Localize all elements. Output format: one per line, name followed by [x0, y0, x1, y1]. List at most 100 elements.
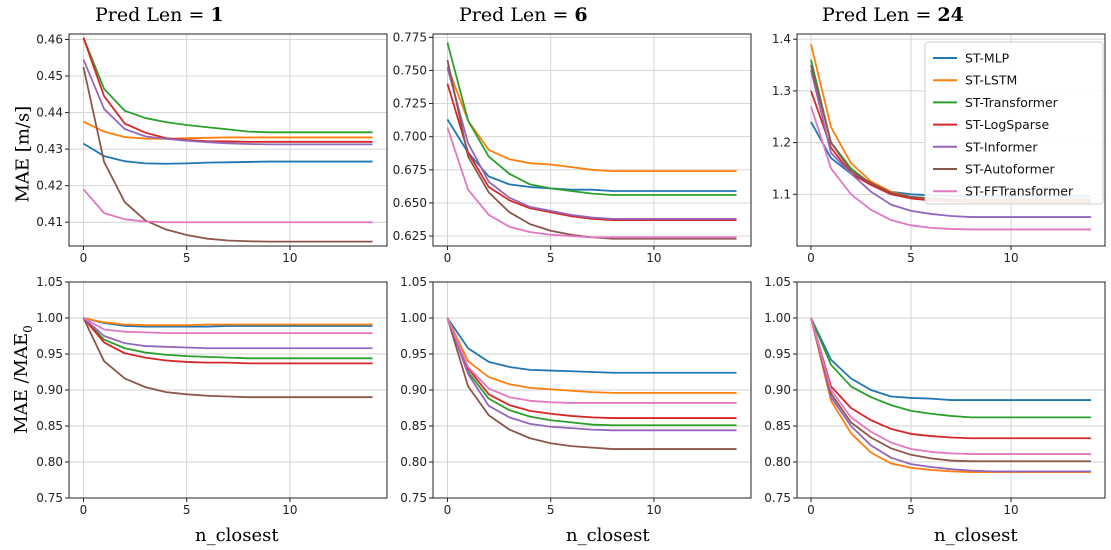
subplot-r0-c0: 0 5 10 0.41 0.42 0.43 0.44 0.45 0.46 — [36, 32, 388, 265]
y-tick-label: 0.85 — [764, 419, 791, 433]
y-tick-label: 0.44 — [36, 106, 63, 120]
column-title-pred-len-24: Pred Len = 24 — [822, 4, 964, 26]
series-line-st-autoformer — [82, 317, 373, 399]
y-tick-label: 0.675 — [393, 163, 427, 177]
series-line-st-informer — [810, 317, 1091, 473]
y-tick-label: 1.05 — [36, 275, 63, 289]
column-title-value: 6 — [574, 4, 588, 26]
series-line-st-lstm — [446, 317, 737, 394]
series-line-st-informer — [82, 317, 373, 350]
subplot-r1-c0: 0 5 10 0.75 0.80 0.85 0.90 0.95 1.00 1.05 — [36, 275, 388, 517]
series-line-st-informer — [82, 59, 373, 146]
series-line-st-mlp — [810, 317, 1091, 401]
series-line-st-autoformer — [82, 66, 373, 243]
y-tick-label: 0.775 — [393, 30, 427, 44]
y-tick-label: 0.95 — [400, 347, 427, 361]
column-title-pred-len-1: Pred Len = 1 — [95, 4, 224, 26]
subplot-r1-c2: 0 5 10 0.75 0.80 0.85 0.90 0.95 1.00 1.05 — [764, 275, 1106, 517]
y-tick-label: 1.05 — [400, 275, 427, 289]
legend-label: ST-Transformer — [965, 95, 1059, 110]
x-tick-label: 10 — [1003, 251, 1018, 265]
series-line-st-logsparse — [446, 317, 737, 419]
x-tick-label: 0 — [807, 251, 815, 265]
x-tick-label: 10 — [282, 503, 297, 517]
x-tick-label: 0 — [444, 503, 452, 517]
y-tick-label: 1.05 — [764, 275, 791, 289]
y-tick-label: 0.700 — [393, 130, 427, 144]
y-tick-label: 0.650 — [393, 196, 427, 210]
column-title-prefix: Pred Len = — [822, 4, 938, 26]
legend-label: ST-Autoformer — [965, 162, 1056, 177]
y-tick-label: 0.95 — [36, 347, 63, 361]
x-tick-label: 5 — [183, 251, 191, 265]
subplot-r1-c1: 0 5 10 0.75 0.80 0.85 0.90 0.95 1.00 1.05 — [400, 275, 752, 517]
y-tick-label: 0.95 — [764, 347, 791, 361]
series-line-st-transformer — [446, 317, 737, 427]
series-line-st-fftransformer — [446, 317, 737, 404]
y-tick-label: 1.4 — [772, 32, 791, 46]
x-tick-label: 10 — [646, 251, 661, 265]
y-tick-label: 0.43 — [36, 142, 63, 156]
legend-label: ST-MLP — [965, 51, 1010, 66]
y-tick-label: 0.90 — [764, 383, 791, 397]
y-tick-label: 0.80 — [36, 455, 63, 469]
y-tick-label: 0.46 — [36, 32, 63, 46]
legend: ST-MLP ST-LSTM ST-Transformer ST-LogSparse S… — [924, 41, 1104, 205]
series-line-st-lstm — [446, 66, 737, 173]
column-title-pred-len-6: Pred Len = 6 — [459, 4, 588, 26]
y-tick-label: 0.80 — [764, 455, 791, 469]
y-tick-label: 0.45 — [36, 69, 63, 83]
series-line-st-logsparse — [82, 317, 373, 365]
series-line-st-autoformer — [446, 317, 737, 450]
subplot-r0-c2: 0 5 10 1.1 1.2 1.3 1.4 ST-MLP ST-LSTM ST-Transfor… — [772, 32, 1106, 265]
series-line-st-lstm — [83, 120, 373, 140]
subplot-r0-c1: 0 5 10 0.625 0.650 0.675 0.700 0.725 0.750 0.775 — [393, 30, 752, 265]
y-tick-label: 0.90 — [36, 383, 63, 397]
y-tick-label: 0.75 — [764, 491, 791, 505]
series-line-st-fftransformer — [810, 317, 1091, 455]
x-tick-label: 5 — [547, 503, 555, 517]
series-line-st-mlp — [446, 317, 737, 374]
series-line-st-informer — [446, 67, 737, 220]
series-line-st-autoformer — [810, 317, 1091, 463]
x-tick-label: 5 — [547, 251, 555, 265]
series-line-st-fftransformer — [82, 188, 373, 224]
series-line-st-mlp — [82, 142, 373, 165]
column-title-prefix: Pred Len = — [459, 4, 575, 26]
y-tick-label: 0.75 — [36, 491, 63, 505]
x-tick-label: 0 — [80, 503, 88, 517]
y-tick-label: 0.85 — [400, 419, 427, 433]
series-line-st-transformer — [82, 37, 373, 134]
y-tick-label: 0.80 — [400, 455, 427, 469]
series-line-st-lstm — [83, 317, 373, 327]
column-title-value: 1 — [210, 4, 224, 26]
series-line-st-informer — [810, 69, 1091, 218]
x-tick-label: 10 — [282, 251, 297, 265]
column-title-value: 24 — [937, 4, 964, 26]
legend-label: ST-FFTransformer — [965, 184, 1074, 199]
y-tick-label: 1.1 — [772, 187, 791, 201]
series-line-st-logsparse — [810, 317, 1091, 440]
xlabel-col2: n_closest — [566, 525, 650, 546]
legend-label: ST-Informer — [965, 139, 1038, 154]
y-tick-label: 0.725 — [393, 97, 427, 111]
axes-frame — [796, 33, 1106, 247]
x-tick-label: 5 — [183, 503, 191, 517]
x-tick-label: 5 — [907, 251, 915, 265]
xlabel-col3: n_closest — [934, 525, 1018, 546]
series-line-st-fftransformer — [810, 106, 1091, 231]
series-line-st-mlp — [446, 118, 737, 192]
y-tick-label: 0.625 — [393, 229, 427, 243]
series-line-st-transformer — [446, 42, 737, 196]
series-line-st-logsparse — [446, 83, 737, 222]
series-line-st-logsparse — [82, 37, 373, 143]
y-tick-label: 1.2 — [772, 136, 791, 150]
y-tick-label: 1.00 — [400, 311, 427, 325]
y-tick-label: 0.90 — [400, 383, 427, 397]
axes-frame — [68, 33, 388, 247]
series-line-st-transformer — [810, 317, 1091, 419]
y-tick-label: 0.750 — [393, 63, 427, 77]
y-tick-label: 1.3 — [772, 84, 791, 98]
legend-label: ST-LogSparse — [965, 117, 1049, 132]
